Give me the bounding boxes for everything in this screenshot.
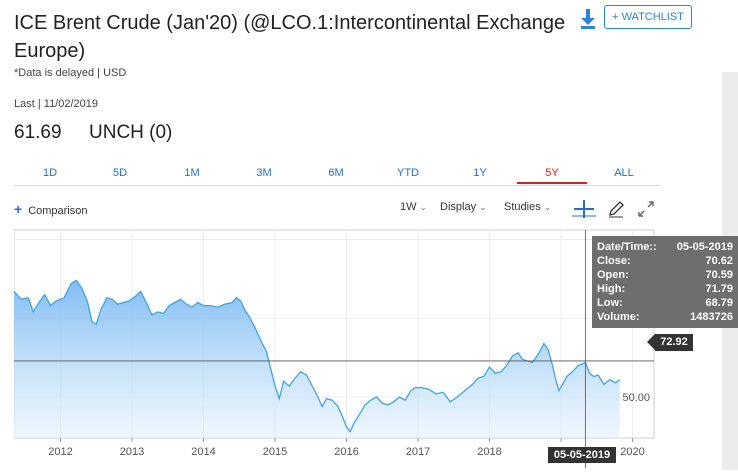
x-tick-label: 2015	[263, 446, 287, 458]
tab-all[interactable]: ALL	[614, 167, 634, 179]
time-range-tabs: 1D 5D 1M 3M 6M YTD 1Y 5Y ALL	[14, 165, 660, 186]
plus-icon: +	[14, 201, 23, 217]
tab-3m[interactable]: 3M	[256, 167, 272, 179]
price-area	[14, 280, 620, 438]
comparison-button[interactable]: + Comparison	[14, 201, 88, 217]
watchlist-button[interactable]: + WATCHLIST	[604, 5, 692, 29]
tooltip-label: High:	[597, 283, 626, 295]
studies-dropdown[interactable]: Studies ⌄	[504, 201, 551, 213]
x-tick-label: 2012	[48, 446, 72, 458]
price-chart[interactable]: 50.00100.00150.0020122013201420152016201…	[13, 228, 660, 470]
x-tick-label: 2016	[334, 446, 358, 458]
chevron-down-icon: ⌄	[419, 202, 428, 212]
tooltip-value: 71.79	[705, 283, 733, 295]
chevron-down-icon: ⌄	[543, 202, 552, 212]
tooltip-value: 1483726	[690, 311, 733, 323]
tab-1y[interactable]: 1Y	[473, 167, 487, 179]
comparison-label: Comparison	[28, 205, 88, 217]
tooltip-value: 70.62	[705, 255, 733, 267]
crosshair-date-tag: 05-05-2019	[548, 447, 616, 463]
tab-5y[interactable]: 5Y	[517, 165, 587, 184]
tooltip-label: Low:	[597, 297, 623, 309]
tooltip-label: Volume:	[597, 311, 640, 323]
tab-1d[interactable]: 1D	[42, 167, 58, 179]
expand-icon[interactable]	[636, 199, 656, 219]
last-price: 61.69	[14, 122, 62, 143]
tooltip-label: Open:	[597, 269, 629, 281]
tab-1m[interactable]: 1M	[184, 167, 200, 179]
display-dropdown[interactable]: Display ⌄	[440, 201, 487, 213]
tooltip-row: Volume: 1483726	[597, 310, 733, 324]
tooltip-value: 70.59	[705, 269, 733, 281]
last-date: Last | 11/02/2019	[14, 98, 98, 110]
tooltip-value: 05-05-2019	[676, 241, 733, 253]
tab-5d[interactable]: 5D	[112, 167, 128, 179]
display-label: Display	[440, 201, 477, 213]
x-tick-label: 2018	[477, 446, 501, 458]
tooltip-row: Date/Time:: 05-05-2019	[597, 240, 733, 254]
crosshair-price-tag: 72.92	[647, 334, 693, 351]
y-tick-label: 50.00	[622, 392, 650, 404]
tab-ytd[interactable]: YTD	[397, 167, 419, 179]
tooltip-label: Date/Time::	[597, 241, 657, 253]
studies-label: Studies	[504, 201, 541, 213]
x-tick-label: 2013	[120, 446, 144, 458]
chart-toolbar: + Comparison 1W ⌄ Display ⌄ Studies ⌄	[14, 199, 660, 219]
tooltip-row: High: 71.79	[597, 282, 733, 296]
tooltip-value: 68.79	[705, 297, 733, 309]
crosshair-tooltip: Date/Time:: 05-05-2019 Close: 70.62 Open: 7…	[592, 236, 738, 328]
tooltip-row: Open: 70.59	[597, 268, 733, 282]
x-tick-label: 2017	[406, 446, 430, 458]
interval-label: 1W	[400, 201, 417, 213]
price-change: UNCH (0)	[89, 122, 173, 143]
x-tick-label: 2014	[191, 446, 215, 458]
tab-6m[interactable]: 6M	[328, 167, 344, 179]
page-title: ICE Brent Crude (Jan'20) (@LCO.1:Interco…	[14, 12, 566, 62]
x-tick-label: 2020	[620, 446, 644, 458]
price-line	[13, 279, 621, 433]
pencil-icon[interactable]	[606, 199, 626, 219]
chevron-down-icon: ⌄	[479, 202, 487, 212]
crosshair-icon[interactable]	[572, 199, 596, 219]
tooltip-row: Close: 70.62	[597, 254, 733, 268]
tooltip-row: Low: 68.79	[597, 296, 733, 310]
interval-dropdown[interactable]: 1W ⌄	[400, 201, 427, 213]
download-icon[interactable]	[580, 8, 596, 30]
delay-notice: *Data is delayed | USD	[14, 67, 127, 79]
tooltip-label: Close:	[597, 255, 631, 267]
